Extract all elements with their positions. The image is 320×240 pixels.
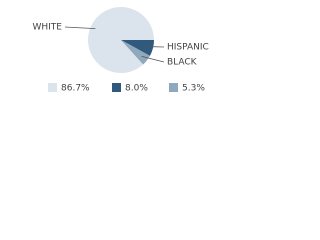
page: {"chart_data": {"type": "pie", "categori… [0,0,320,100]
legend-label: 8.0% [125,84,148,94]
slice-label: HISPANIC [167,43,209,53]
chart: WHITE HISPANIC BLACK 86.7% 8.0% 5.3% [32,7,209,94]
slice-label: BLACK [167,58,198,68]
pie-slice [121,40,150,65]
leader-line [64,26,96,30]
legend-swatch [48,83,57,92]
leader-line [141,55,165,63]
legend-swatch [169,83,178,92]
legend-swatch [112,83,121,92]
slice-label: WHITE [32,23,62,33]
legend-label: 86.7% [61,84,90,94]
pie-slice [121,40,154,56]
legend-label: 5.3% [182,84,205,94]
